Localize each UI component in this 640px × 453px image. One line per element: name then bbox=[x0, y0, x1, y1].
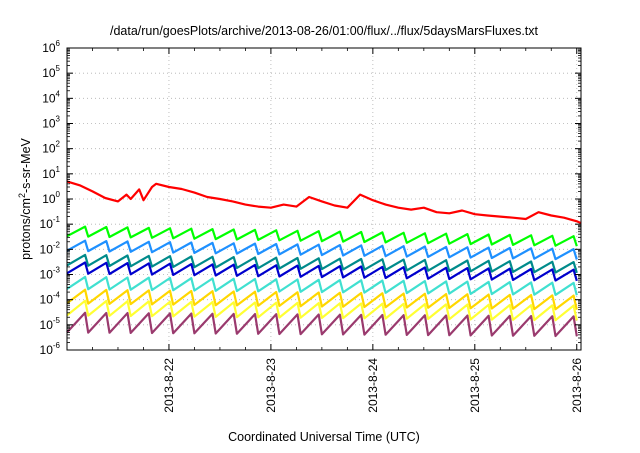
x-tick-label: 2013-8-26 bbox=[570, 358, 584, 413]
y-tick-label: 101 bbox=[42, 165, 60, 181]
series-line-7 bbox=[66, 288, 578, 311]
y-tick-label: 102 bbox=[42, 140, 60, 156]
x-tick-label: 2013-8-25 bbox=[468, 358, 482, 413]
y-tick-label: 10-4 bbox=[40, 291, 61, 307]
x-tick-label: 2013-8-22 bbox=[162, 358, 176, 413]
chart-title: /data/run/goesPlots/archive/2013-08-26/0… bbox=[110, 24, 539, 38]
y-axis-label-sup: 2 bbox=[17, 193, 27, 198]
series-line-3 bbox=[66, 239, 578, 261]
y-axis-label: protons/cm2-s-sr-MeV bbox=[17, 137, 33, 259]
series-line-1 bbox=[66, 180, 582, 225]
series-lines bbox=[66, 180, 582, 338]
grid bbox=[67, 48, 581, 350]
series-line-2 bbox=[66, 225, 578, 247]
x-tick-label: 2013-8-24 bbox=[366, 358, 380, 413]
x-tick-label: 2013-8-23 bbox=[264, 358, 278, 413]
axis-ticks: 106 105 104 103 102 101 100 10-1 10-2 10-3 10-4 10-… bbox=[40, 39, 584, 413]
y-axis-label-suffix: -s-sr-MeV bbox=[19, 137, 33, 193]
y-tick-label: 103 bbox=[42, 115, 60, 131]
y-axis-label-prefix: protons/cm bbox=[19, 198, 33, 260]
y-tick-label: 10-5 bbox=[40, 316, 61, 332]
y-tick-label: 104 bbox=[42, 89, 60, 105]
y-tick-label: 105 bbox=[42, 64, 60, 80]
y-tick-label: 10-1 bbox=[40, 215, 61, 231]
y-tick-label: 106 bbox=[42, 39, 60, 55]
series-line-8 bbox=[66, 299, 578, 322]
series-line-9 bbox=[66, 311, 578, 338]
y-tick-label: 10-6 bbox=[40, 341, 61, 357]
series-line-6 bbox=[66, 275, 578, 296]
series-line-5 bbox=[66, 261, 578, 282]
x-axis-label: Coordinated Universal Time (UTC) bbox=[228, 430, 420, 444]
y-tick-label: 100 bbox=[42, 190, 60, 206]
series-line-4 bbox=[66, 253, 578, 274]
y-tick-label: 10-2 bbox=[40, 240, 61, 256]
y-tick-label: 10-3 bbox=[40, 266, 61, 282]
